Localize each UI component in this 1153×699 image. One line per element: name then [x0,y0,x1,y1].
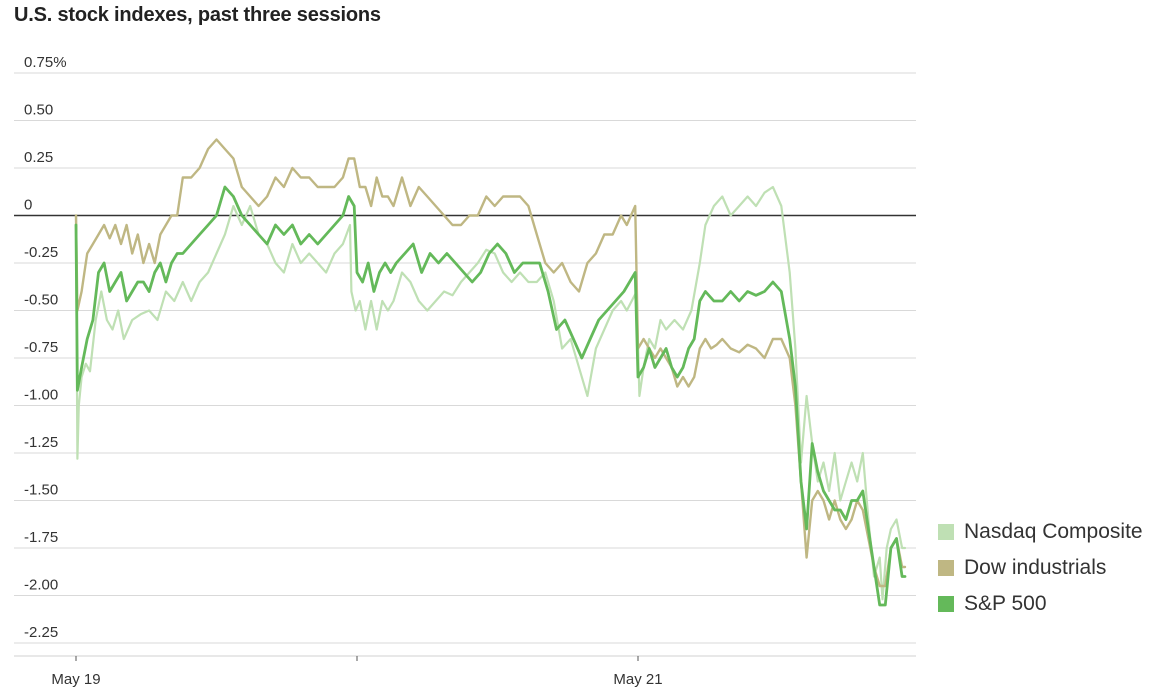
y-tick-label: 0.75% [24,54,67,71]
legend-item-sp500: S&P 500 [938,586,1143,622]
legend-label-dow: Dow industrials [964,556,1107,579]
x-tick-label: May 21 [613,671,662,688]
y-tick-label: -1.00 [24,387,58,404]
nasdaq-line [74,185,907,601]
legend-swatch-sp500 [938,596,954,612]
y-tick-label: -2.25 [24,624,58,641]
y-tick-label: 0.50 [24,102,53,119]
dow-line [74,138,907,588]
legend-item-dow: Dow industrials [938,550,1143,586]
legend-item-nasdaq: Nasdaq Composite [938,514,1143,550]
y-tick-label: 0.25 [24,149,53,166]
series-lines [74,138,907,607]
grid-lines [14,72,916,644]
x-tick-label: May 19 [51,671,100,688]
legend: Nasdaq Composite Dow industrials S&P 500 [938,514,1143,622]
y-tick-label: 0 [24,197,32,214]
chart-title: U.S. stock indexes, past three sessions [14,4,381,26]
y-tick-label: -1.25 [24,434,58,451]
y-axis-ticks: 0.75% 0.50 0.25 0 -0.25 -0.50 -0.75 -1.00 -1.25 -… [24,54,67,641]
legend-label-nasdaq: Nasdaq Composite [964,520,1143,543]
y-tick-label: -1.50 [24,482,58,499]
sp500-line [74,185,907,607]
y-tick-label: -1.75 [24,529,58,546]
y-tick-label: -0.50 [24,292,58,309]
x-axis: May 19 May 21 [14,655,916,688]
legend-label-sp500: S&P 500 [964,592,1047,615]
y-tick-label: -0.75 [24,339,58,356]
y-tick-label: -0.25 [24,244,58,261]
legend-swatch-dow [938,560,954,576]
y-tick-label: -2.00 [24,577,58,594]
legend-swatch-nasdaq [938,524,954,540]
